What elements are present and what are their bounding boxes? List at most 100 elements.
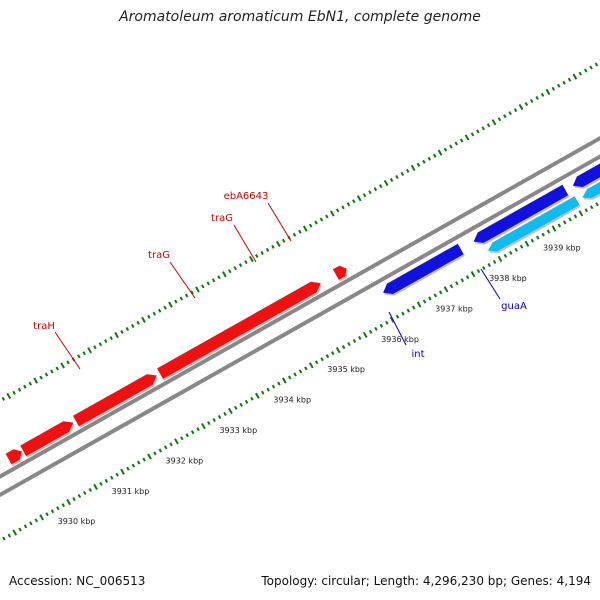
tick-mark	[551, 86, 556, 91]
tick-mark	[535, 95, 539, 100]
tick-mark	[98, 342, 103, 347]
tick-mark	[395, 174, 399, 179]
forward-gene	[20, 421, 74, 457]
tick-mark	[368, 190, 372, 195]
tick-mark	[180, 436, 184, 441]
tick-mark	[287, 375, 292, 380]
tick-mark	[217, 275, 221, 280]
tick-mark	[260, 250, 264, 255]
scale-label: 3931 kbp	[112, 487, 150, 496]
tick-mark	[497, 255, 503, 263]
tick-mark	[77, 354, 81, 359]
tick-mark	[244, 399, 249, 404]
tick-mark	[147, 314, 151, 319]
tick-mark	[335, 347, 341, 354]
gene-label-guaA: guaA	[501, 301, 527, 312]
tick-mark	[486, 123, 491, 128]
tick-mark	[250, 396, 254, 401]
tick-mark	[88, 487, 92, 492]
tick-mark	[223, 411, 227, 416]
tick-mark	[142, 457, 146, 462]
tick-mark	[217, 414, 222, 420]
tick-mark	[464, 134, 470, 141]
tick-mark	[443, 286, 449, 293]
tick-mark	[389, 316, 395, 323]
tick-mark	[239, 402, 243, 407]
tick-mark	[131, 463, 136, 468]
tick-mark	[163, 445, 168, 450]
scale-label: 3932 kbp	[166, 456, 204, 465]
label-leader-line	[388, 311, 407, 346]
forward-gene	[332, 265, 347, 280]
scale-label: 3939 kbp	[543, 244, 581, 253]
tick-mark	[314, 360, 319, 365]
tick-mark	[383, 179, 389, 187]
tick-mark	[83, 490, 87, 496]
tick-mark	[319, 217, 324, 222]
tick-mark	[238, 263, 243, 268]
genome-backbone	[0, 135, 600, 498]
reverse-gene	[572, 163, 600, 187]
scale-label: 3937 kbp	[435, 304, 473, 313]
tick-mark	[255, 392, 260, 399]
tick-mark	[1, 396, 6, 401]
tick-mark	[438, 290, 443, 295]
tick-mark	[400, 171, 405, 176]
tick-mark	[437, 149, 443, 156]
tick-mark	[329, 210, 335, 217]
tick-mark	[228, 269, 232, 274]
tick-mark	[341, 205, 345, 210]
tick-mark	[190, 290, 194, 295]
tick-mark	[449, 144, 453, 149]
tick-mark	[114, 331, 119, 339]
tick-mark	[17, 387, 22, 392]
tick-mark	[29, 521, 33, 526]
tick-mark	[335, 208, 340, 213]
tick-mark	[212, 418, 216, 423]
tick-mark	[266, 387, 270, 392]
tick-mark	[201, 284, 205, 289]
tick-mark	[45, 512, 49, 517]
tick-mark	[77, 494, 82, 499]
backbone-line-forward	[0, 135, 600, 479]
tick-mark	[281, 238, 286, 243]
tick-mark	[136, 320, 140, 325]
tick-mark	[23, 384, 27, 389]
tick-mark	[72, 497, 76, 502]
tick-mark	[196, 427, 200, 432]
tick-mark	[583, 68, 588, 73]
genome-summary-text: Topology: circular; Length: 4,296,230 bp…	[261, 574, 591, 588]
tick-mark	[578, 71, 583, 76]
tick-mark	[99, 481, 103, 486]
gene-label-traH: traH	[33, 321, 55, 332]
scale-label: 3938 kbp	[489, 274, 527, 283]
tick-mark	[104, 478, 109, 483]
scale-label: 3936 kbp	[381, 335, 419, 344]
tick-mark	[454, 141, 458, 146]
tick-mark	[362, 193, 367, 198]
tick-mark	[222, 271, 227, 278]
tick-mark	[6, 392, 12, 399]
tick-mark	[573, 214, 578, 219]
tick-mark	[39, 514, 45, 521]
tick-mark	[33, 377, 39, 384]
tick-mark	[126, 466, 130, 471]
tick-mark	[23, 524, 28, 529]
tick-mark	[449, 284, 454, 289]
tick-mark	[455, 281, 459, 286]
tick-mark	[578, 210, 584, 217]
tick-mark	[556, 83, 561, 88]
tick-mark	[410, 164, 416, 171]
tick-mark	[7, 533, 12, 538]
tick-mark	[50, 369, 54, 374]
tick-mark	[265, 247, 270, 252]
gene-label-traG: traG	[148, 250, 170, 261]
tick-mark	[373, 187, 378, 192]
tick-mark	[594, 62, 599, 67]
tick-mark	[82, 351, 86, 356]
tick-mark	[2, 536, 6, 541]
tick-mark	[44, 372, 49, 377]
tick-mark	[572, 73, 578, 80]
tick-mark	[93, 345, 97, 350]
tick-mark	[362, 331, 368, 339]
